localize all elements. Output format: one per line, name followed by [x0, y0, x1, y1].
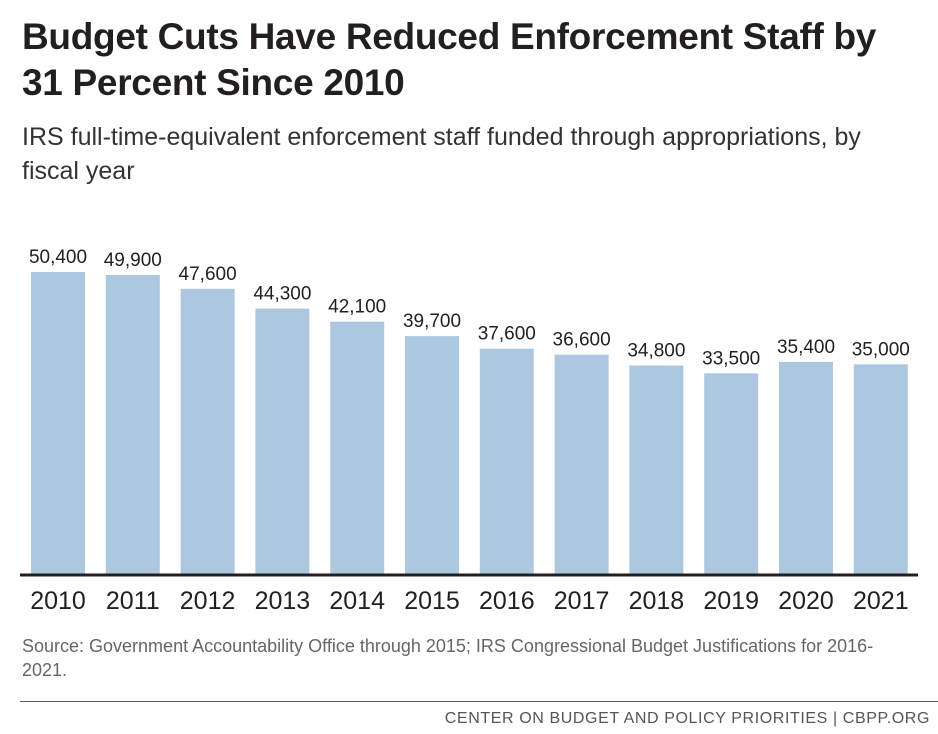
x-tick-label-2020: 2020	[778, 587, 834, 615]
bar-2012	[180, 288, 235, 574]
value-labels-group: 50,400 49,900 47,600 44,300 42,100 39,700 37,6…	[29, 247, 910, 369]
bar-2017	[554, 354, 609, 574]
chart-title: Budget Cuts Have Reduced Enforcement Sta…	[22, 16, 877, 103]
x-tick-label-2016: 2016	[479, 587, 535, 615]
value-label-2018: 34,800	[627, 341, 685, 362]
bars-group	[31, 272, 908, 574]
x-tick-label-2011: 2011	[106, 587, 160, 615]
footer-divider	[20, 701, 938, 702]
value-label-2019: 33,500	[702, 348, 760, 369]
bar-2011	[105, 275, 160, 574]
x-tick-label-2012: 2012	[180, 587, 236, 615]
value-label-2013: 44,300	[253, 284, 311, 305]
value-label-2014: 42,100	[328, 297, 386, 318]
bar-chart: 50,400 49,900 47,600 44,300 42,100 39,700 37,6…	[20, 247, 918, 615]
value-label-2021: 35,000	[852, 339, 910, 360]
source-note: Source: Government Accountability Office…	[22, 636, 874, 680]
bar-2014	[330, 321, 385, 574]
x-tick-label-2013: 2013	[255, 587, 311, 615]
value-label-2015: 39,700	[403, 311, 461, 332]
x-tick-label-2019: 2019	[703, 587, 759, 615]
bar-2020	[779, 361, 833, 574]
x-tick-label-2021: 2021	[853, 587, 909, 615]
value-label-2017: 36,600	[553, 330, 611, 351]
bar-2018	[629, 365, 684, 574]
bar-2021	[853, 364, 908, 574]
bar-2016	[479, 348, 534, 574]
bar-2013	[255, 308, 310, 574]
footer-credit: CENTER ON BUDGET AND POLICY PRIORITIES |…	[444, 710, 930, 727]
bar-2015	[405, 336, 459, 574]
bar-2010	[31, 272, 85, 574]
x-tick-label-2010: 2010	[30, 587, 86, 615]
value-label-2010: 50,400	[29, 247, 87, 268]
chart-subtitle: IRS full-time-equivalent enforcement sta…	[22, 123, 861, 185]
value-label-2012: 47,600	[179, 264, 237, 285]
value-label-2016: 37,600	[478, 324, 536, 345]
x-tick-label-2017: 2017	[554, 587, 610, 615]
x-tick-label-2014: 2014	[329, 587, 385, 615]
x-tick-label-2015: 2015	[404, 587, 460, 615]
value-label-2011: 49,900	[104, 250, 162, 271]
x-tick-label-2018: 2018	[629, 587, 685, 615]
x-tick-labels-group: 2010 2011 2012 2013 2014 2015 2016 2017 2018 2019…	[30, 587, 908, 615]
value-label-2020: 35,400	[777, 337, 835, 358]
bar-2019	[704, 373, 759, 574]
